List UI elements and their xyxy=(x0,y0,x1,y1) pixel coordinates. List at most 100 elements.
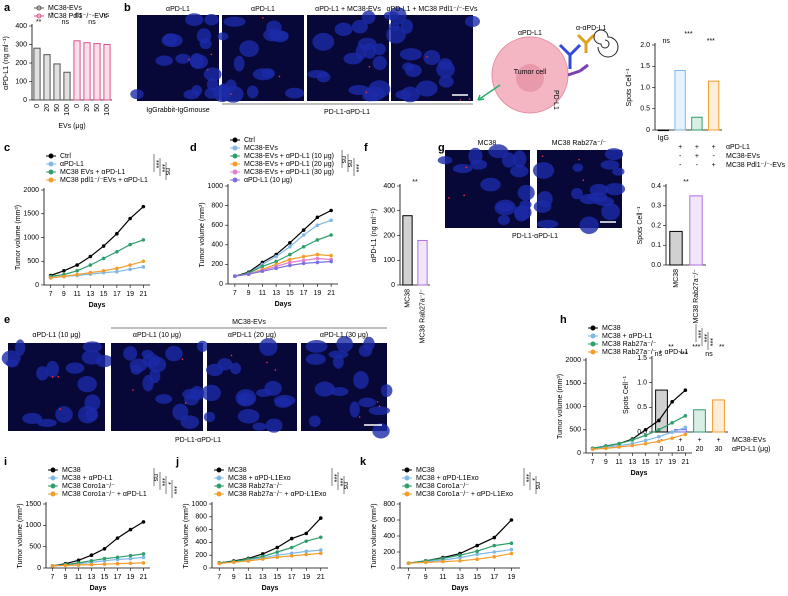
data-point xyxy=(492,555,497,559)
data-point xyxy=(288,252,292,257)
x-tick-label: 0 xyxy=(660,446,664,453)
nucleus xyxy=(82,341,102,353)
nucleus xyxy=(572,163,584,172)
nucleus xyxy=(201,384,221,402)
y-tick-label: 200 xyxy=(211,261,223,268)
data-point xyxy=(88,270,93,275)
x-tick-label: 21 xyxy=(681,459,689,466)
data-point xyxy=(318,548,323,552)
data-point xyxy=(75,263,79,267)
panel-letter: j xyxy=(175,456,179,468)
data-point xyxy=(475,552,479,557)
x-tick-label: 9 xyxy=(64,574,68,581)
significance-label: *** xyxy=(707,38,715,45)
significance-label: *** xyxy=(680,351,688,358)
legend-marker xyxy=(232,145,238,151)
nucleus xyxy=(349,401,360,418)
y-tick-label: 800 xyxy=(211,202,223,209)
y-tick-label: 2000 xyxy=(565,357,581,364)
condition-mark: + xyxy=(678,144,682,151)
image-label: IgGrabbit-IgGmouse xyxy=(146,107,210,114)
bar xyxy=(689,195,703,266)
x-tick-label: 15 xyxy=(642,459,650,466)
significance-label: * xyxy=(51,12,54,19)
condition-mark: + xyxy=(695,153,699,160)
nucleus xyxy=(416,80,438,97)
nucleus xyxy=(55,406,73,423)
y-tick-label: 400 xyxy=(211,242,223,249)
x-tick-label: 11 xyxy=(75,574,82,581)
nucleus xyxy=(203,411,216,423)
nucleus xyxy=(368,406,391,415)
y-tick-label: 0.4 xyxy=(651,183,661,190)
nucleus xyxy=(223,16,246,27)
bar xyxy=(33,47,41,101)
data-point xyxy=(301,261,306,266)
data-point xyxy=(329,259,333,264)
y-tick-label: 800 xyxy=(195,514,207,521)
nucleus xyxy=(285,87,305,99)
data-point xyxy=(670,400,674,404)
x-tick-label: 19 xyxy=(668,459,676,466)
nucleus xyxy=(237,409,260,424)
spot xyxy=(206,68,209,71)
significance-label: ns xyxy=(655,351,663,358)
legend-marker xyxy=(50,491,56,497)
legend-label: MC38 Rab27a⁻/⁻ + αPD-L1Exo xyxy=(228,491,327,498)
data-point xyxy=(128,267,132,272)
legend-label: αPD-L1 (10 μg) xyxy=(244,177,292,184)
x-axis-label: Days xyxy=(89,302,106,309)
data-point xyxy=(329,233,333,237)
spot xyxy=(274,369,277,371)
x-tick-label: 21 xyxy=(139,291,147,298)
x-tick-label: 20 xyxy=(696,446,704,453)
x-tick-label: 7 xyxy=(407,574,411,581)
legend-marker xyxy=(216,467,222,473)
x-tick-label: 9 xyxy=(62,291,66,298)
data-point xyxy=(260,554,265,559)
nucleus xyxy=(358,397,377,408)
panel-letter: g xyxy=(438,142,445,154)
data-point xyxy=(128,556,133,561)
x-tick-label: IgG xyxy=(658,135,669,142)
legend-marker xyxy=(590,325,596,331)
y-tick-label: 1000 xyxy=(25,522,41,529)
spot xyxy=(376,401,379,403)
y-tick-label: 200 xyxy=(15,60,27,67)
series-line xyxy=(592,415,686,449)
nucleus xyxy=(273,394,296,406)
spot xyxy=(378,405,381,408)
spot xyxy=(188,58,190,61)
condition-mark: + xyxy=(697,437,701,444)
data-point xyxy=(318,535,323,540)
data-point xyxy=(475,549,479,553)
x-tick-label: 21 xyxy=(327,290,335,297)
significance-label: *** xyxy=(706,338,713,346)
data-point xyxy=(141,520,146,524)
data-point xyxy=(590,447,595,452)
nucleus xyxy=(372,423,390,439)
nucleus xyxy=(182,388,204,400)
significance-label: ns xyxy=(705,351,713,358)
panel-letter: d xyxy=(190,142,197,154)
data-point xyxy=(630,443,635,448)
panel-letter: i xyxy=(4,456,7,468)
data-point xyxy=(657,434,661,439)
legend-label: MC38-EVs + αPD-L1 (30 μg) xyxy=(244,169,334,176)
panel-letter: c xyxy=(4,142,10,154)
data-point xyxy=(141,265,146,269)
data-point xyxy=(304,552,309,557)
x-tick-label: 100 xyxy=(64,104,71,116)
data-point xyxy=(670,430,674,434)
spot xyxy=(368,65,371,68)
data-point xyxy=(492,543,497,548)
nucleus xyxy=(15,339,26,356)
data-point xyxy=(89,558,94,563)
nucleus xyxy=(261,68,275,79)
condition-name: MC38-EVs xyxy=(726,153,760,160)
legend-marker xyxy=(48,169,54,175)
nucleus xyxy=(199,38,212,50)
x-tick-label: 15 xyxy=(100,291,108,298)
data-point xyxy=(670,420,674,425)
data-point xyxy=(643,441,648,446)
